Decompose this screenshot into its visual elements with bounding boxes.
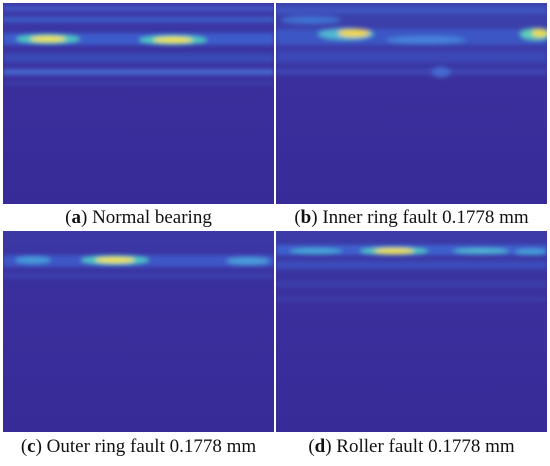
caption-d-letter: d — [314, 436, 326, 457]
spectrogram-inner-ring-fault — [276, 3, 547, 204]
caption-b-label: Inner ring fault 0.1778 mm — [322, 207, 529, 228]
caption-b: (b) Inner ring fault 0.1778 mm — [294, 207, 529, 228]
caption-a-letter: a — [71, 207, 81, 228]
spectrogram-roller-fault — [276, 231, 547, 432]
spectrogram-normal-bearing-image — [3, 3, 274, 204]
spectrogram-normal-bearing — [3, 3, 274, 204]
caption-c-label: Outer ring fault 0.1778 mm — [46, 436, 257, 457]
caption-d: (d) Roller fault 0.1778 mm — [308, 436, 515, 457]
spectrogram-outer-ring-fault-image — [3, 231, 274, 432]
spectrogram-inner-ring-fault-image — [276, 3, 547, 204]
spectrogram-roller-fault-image — [276, 231, 547, 432]
caption-c-letter: c — [27, 436, 36, 457]
caption-d-label: Roller fault 0.1778 mm — [336, 436, 515, 457]
caption-b-letter: b — [300, 207, 312, 228]
caption-c: (c) Outer ring fault 0.1778 mm — [20, 436, 257, 457]
spectrogram-outer-ring-fault — [3, 231, 274, 432]
caption-a-label: Normal bearing — [92, 207, 212, 228]
caption-a: (a) Normal bearing — [65, 207, 212, 228]
